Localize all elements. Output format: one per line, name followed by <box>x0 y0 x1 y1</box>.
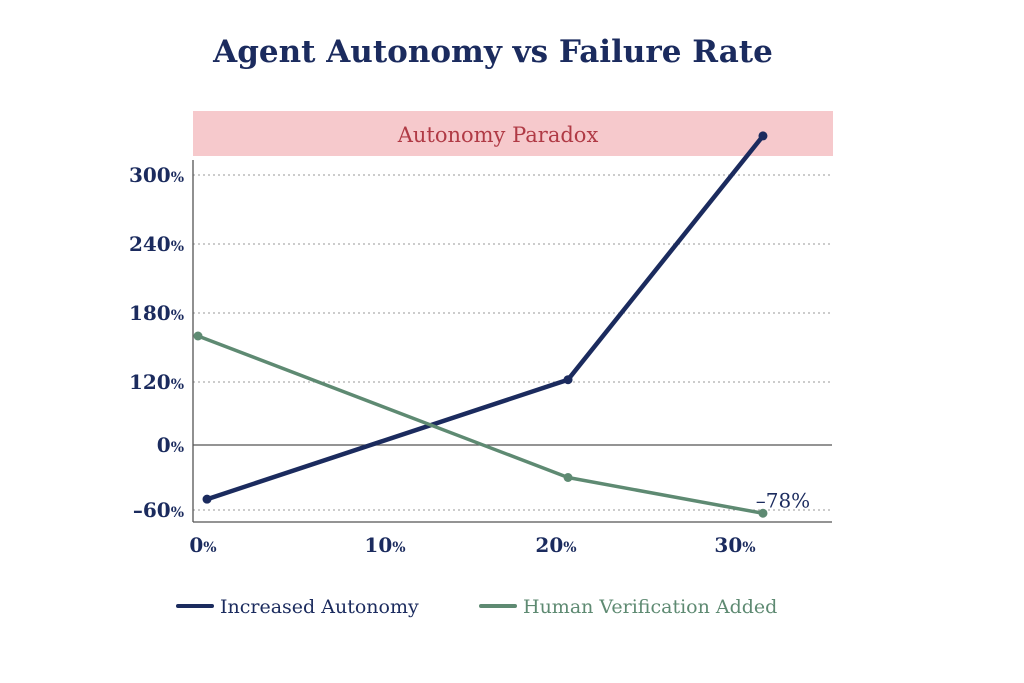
human-verification-legend-label: Human Verification Added <box>523 596 777 618</box>
x-tick-label: 10% <box>364 533 405 557</box>
y-tick-label: 0% <box>157 433 184 457</box>
y-tick-label: 300% <box>129 163 184 187</box>
increased-autonomy-point <box>563 375 573 385</box>
y-tick-label: 240% <box>129 232 184 256</box>
increased-autonomy-point <box>758 131 768 141</box>
y-tick-label: –60% <box>133 498 184 522</box>
y-tick-label: 180% <box>129 301 184 325</box>
human-verification-point <box>563 473 573 482</box>
annotation-band <box>193 111 833 156</box>
annotation-label: Autonomy Paradox <box>397 123 599 147</box>
human-verification-line <box>196 334 765 516</box>
x-tick-label: 20% <box>535 533 576 557</box>
chart-title: Agent Autonomy vs Failure Rate <box>212 34 773 70</box>
increased-autonomy-point <box>202 494 212 504</box>
x-tick-label: 0% <box>189 533 216 557</box>
human-verification-point <box>758 508 768 518</box>
increased-autonomy-legend-label: Increased Autonomy <box>220 596 419 618</box>
y-tick-label: 120% <box>129 370 184 394</box>
data-label: –78% <box>756 488 810 512</box>
human-verification-point <box>193 331 203 341</box>
x-tick-label: 30% <box>714 533 755 557</box>
